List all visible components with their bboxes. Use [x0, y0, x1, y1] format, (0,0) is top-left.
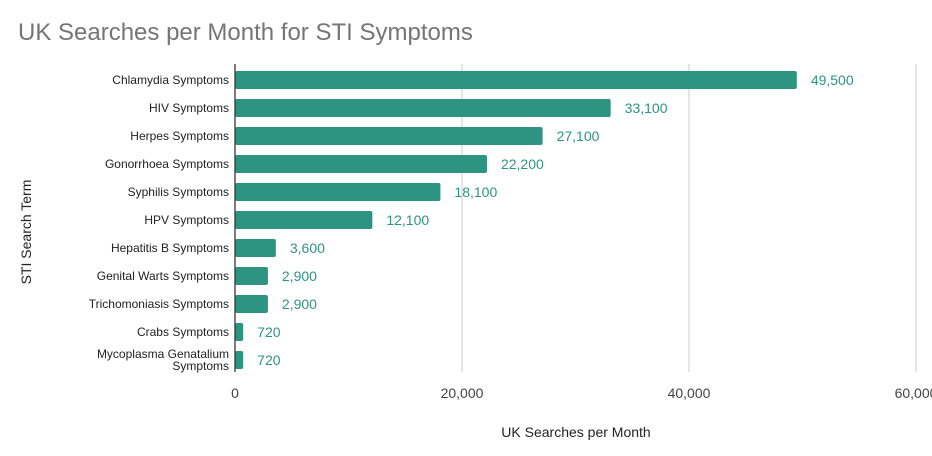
bar	[235, 211, 373, 229]
data-label: 12,100	[386, 212, 429, 228]
bar	[235, 155, 487, 173]
y-axis-label: STI Search Term	[18, 180, 34, 285]
bar	[235, 323, 244, 341]
bar	[235, 295, 268, 313]
data-label: 3,600	[290, 240, 325, 256]
category-label: Mycoplasma Genatalium Symptoms	[97, 347, 229, 373]
category-label: Syphilis Symptoms	[128, 185, 229, 199]
category-label: Gonorrhoea Symptoms	[105, 157, 229, 171]
category-label: Trichomoniasis Symptoms	[89, 297, 229, 311]
category-label: HIV Symptoms	[149, 101, 229, 115]
data-label: 720	[257, 324, 281, 340]
data-label: 27,100	[557, 128, 600, 144]
x-tick-label: 40,000	[668, 385, 711, 401]
category-label: Hepatitis B Symptoms	[111, 241, 229, 255]
category-label: Chlamydia Symptoms	[112, 73, 229, 87]
data-label: 2,900	[282, 268, 317, 284]
data-label: 33,100	[625, 100, 668, 116]
chart-title: UK Searches per Month for STI Symptoms	[18, 19, 473, 46]
data-label: 22,200	[501, 156, 544, 172]
bar	[235, 183, 441, 201]
data-label: 18,100	[454, 184, 497, 200]
bar	[235, 127, 543, 145]
x-tick-label: 20,000	[441, 385, 484, 401]
bar	[235, 267, 268, 285]
x-tick-label: 60,000	[895, 385, 932, 401]
x-tick-label: 0	[231, 385, 239, 401]
bar	[235, 71, 797, 89]
bar	[235, 351, 244, 369]
bar	[235, 99, 611, 117]
x-axis-label: UK Searches per Month	[501, 424, 650, 440]
category-label: HPV Symptoms	[144, 213, 229, 227]
category-label: Genital Warts Symptoms	[97, 269, 229, 283]
data-label: 49,500	[811, 72, 854, 88]
bar	[235, 239, 276, 257]
category-label: Herpes Symptoms	[130, 129, 229, 143]
data-label: 720	[257, 352, 281, 368]
data-label: 2,900	[282, 296, 317, 312]
category-label: Crabs Symptoms	[137, 325, 229, 339]
